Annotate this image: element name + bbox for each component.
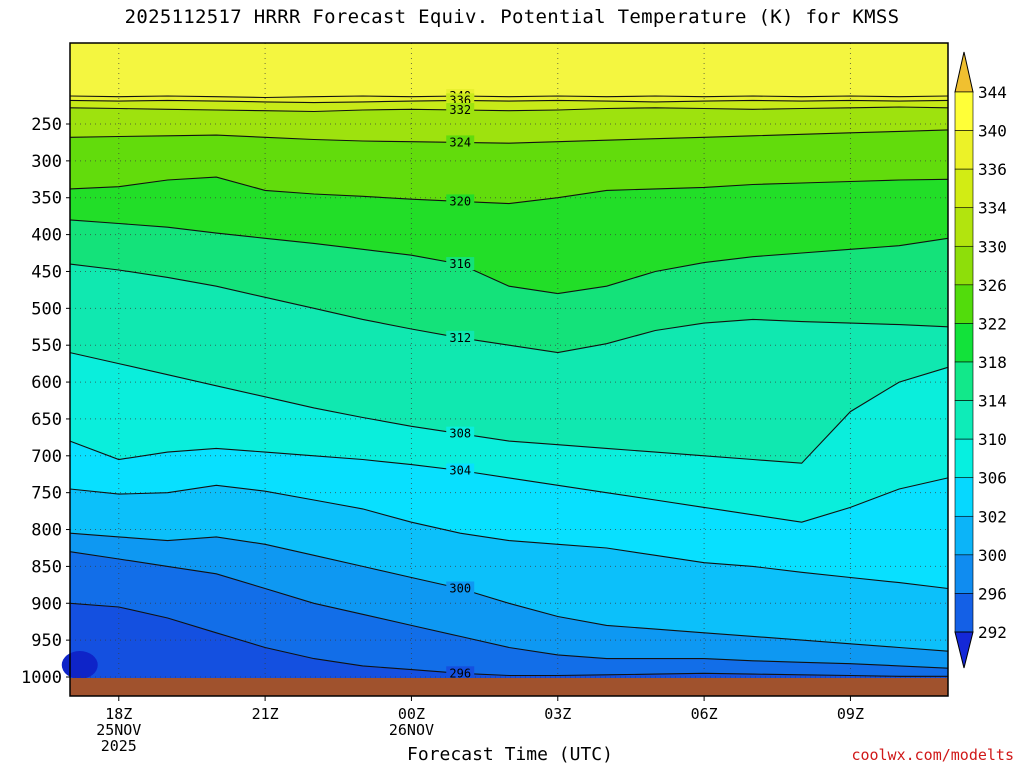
colorbar-label-296: 296 (978, 584, 1007, 603)
contour-316 (69, 219, 949, 295)
contour-304 (69, 440, 949, 523)
y-tick-label-950: 950 (31, 631, 62, 651)
colorbar-segment-322 (954, 323, 974, 363)
colorbar-segment-314 (954, 400, 974, 440)
contour-label-bg-332 (446, 102, 475, 116)
contour-label-bg-304 (446, 463, 475, 477)
x-tick-label-18Z-2: 2025 (101, 737, 137, 755)
contour-332 (69, 106, 949, 113)
y-tick-label-400: 400 (31, 226, 62, 246)
x-tick-label-21Z-0: 21Z (252, 705, 279, 723)
contour-label-bg-312 (446, 330, 475, 344)
colorbar-segment-334 (954, 207, 974, 247)
y-tick-label-800: 800 (31, 521, 62, 541)
contour-label-bg-308 (446, 426, 475, 440)
colorbar-segment-340 (954, 130, 974, 170)
y-tick-label-750: 750 (31, 484, 62, 504)
contour-label-324: 324 (449, 135, 471, 149)
colorbar-label-336: 336 (978, 160, 1007, 179)
colorbar-segment-336 (954, 168, 974, 209)
source-credit: coolwx.com/modelts (851, 746, 1014, 764)
colorbar-bottom-arrow (954, 631, 974, 669)
colorbar-label-330: 330 (978, 237, 1007, 256)
contour-label-bg-320 (446, 194, 475, 208)
colorbar-label-300: 300 (978, 546, 1007, 565)
colorbar-label-302: 302 (978, 507, 1007, 526)
contour-340 (69, 95, 949, 99)
x-tick-label-00Z-1: 26NOV (389, 721, 434, 739)
y-tick-label-900: 900 (31, 594, 62, 614)
contour-label-320: 320 (449, 194, 471, 208)
contour-label-304: 304 (449, 464, 471, 478)
contour-296 (69, 602, 948, 677)
colorbar-label-306: 306 (978, 469, 1007, 488)
x-tick-label-03Z-0: 03Z (544, 705, 571, 723)
contour-312 (69, 263, 949, 354)
colorbar-label-322: 322 (978, 314, 1007, 333)
colorbar-segment-306 (954, 477, 974, 517)
colorbar-label-334: 334 (978, 199, 1007, 218)
colorbar-segment-330 (954, 245, 974, 286)
y-tick-label-350: 350 (31, 189, 62, 209)
contour-298 (69, 551, 949, 669)
x-tick-label-18Z-0: 18Z (105, 705, 132, 723)
colorbar-segment-344 (954, 91, 974, 131)
contour-label-300: 300 (449, 582, 471, 596)
x-axis-label: Forecast Time (UTC) (407, 744, 613, 765)
x-tick-label-18Z-1: 25NOV (96, 721, 141, 739)
y-tick-label-850: 850 (31, 557, 62, 577)
contour-label-296: 296 (449, 666, 471, 680)
plot-frame (69, 42, 949, 697)
colorbar-label-318: 318 (978, 353, 1007, 372)
theta-e-band-302 (70, 43, 948, 678)
y-tick-label-250: 250 (31, 115, 62, 135)
y-tick-label-450: 450 (31, 262, 62, 282)
y-tick-label-600: 600 (31, 373, 62, 393)
contour-308 (69, 352, 949, 464)
contour-320 (69, 176, 949, 205)
colorbar-segment-318 (954, 361, 974, 401)
colorbar-label-326: 326 (978, 276, 1007, 295)
contour-302 (69, 484, 949, 590)
contour-label-bg-300 (446, 581, 475, 595)
y-tick-label-700: 700 (31, 447, 62, 467)
colorbar-label-340: 340 (978, 122, 1007, 141)
y-tick-label-500: 500 (31, 299, 62, 319)
x-tick-label-00Z-0: 00Z (398, 705, 425, 723)
contour-336 (69, 99, 949, 104)
colorbar-top-arrow (954, 51, 974, 93)
colorbar-label-292: 292 (978, 623, 1007, 642)
contour-label-316: 316 (449, 257, 471, 271)
y-tick-label-300: 300 (31, 152, 62, 172)
colorbar-label-310: 310 (978, 430, 1007, 449)
colorbar-segment-302 (954, 515, 974, 556)
colorbar-label-344: 344 (978, 83, 1007, 102)
ground-surface (70, 678, 948, 696)
contour-label-bg-324 (446, 135, 475, 149)
colorbar-segment-296 (954, 593, 974, 633)
colorbar-segment-310 (954, 438, 974, 479)
theta-e-band-298 (70, 43, 948, 678)
contour-label-bg-296 (446, 666, 475, 680)
colorbar-label-314: 314 (978, 392, 1007, 411)
x-tick-label-06Z-0: 06Z (691, 705, 718, 723)
chart-title: 2025112517 HRRR Forecast Equiv. Potentia… (124, 6, 900, 28)
y-tick-label-650: 650 (31, 410, 62, 430)
contour-324 (69, 129, 949, 144)
colorbar-segment-326 (954, 284, 974, 324)
contour-label-bg-316 (446, 257, 475, 271)
low-theta-e-pocket (61, 651, 98, 679)
contour-label-308: 308 (449, 427, 471, 441)
colorbar-segment-300 (954, 554, 974, 594)
contour-label-312: 312 (449, 331, 471, 345)
y-tick-label-1000: 1000 (21, 668, 62, 688)
y-tick-label-550: 550 (31, 336, 62, 356)
contour-label-332: 332 (449, 103, 471, 117)
contour-300 (69, 532, 949, 652)
x-tick-label-09Z-0: 09Z (837, 705, 864, 723)
